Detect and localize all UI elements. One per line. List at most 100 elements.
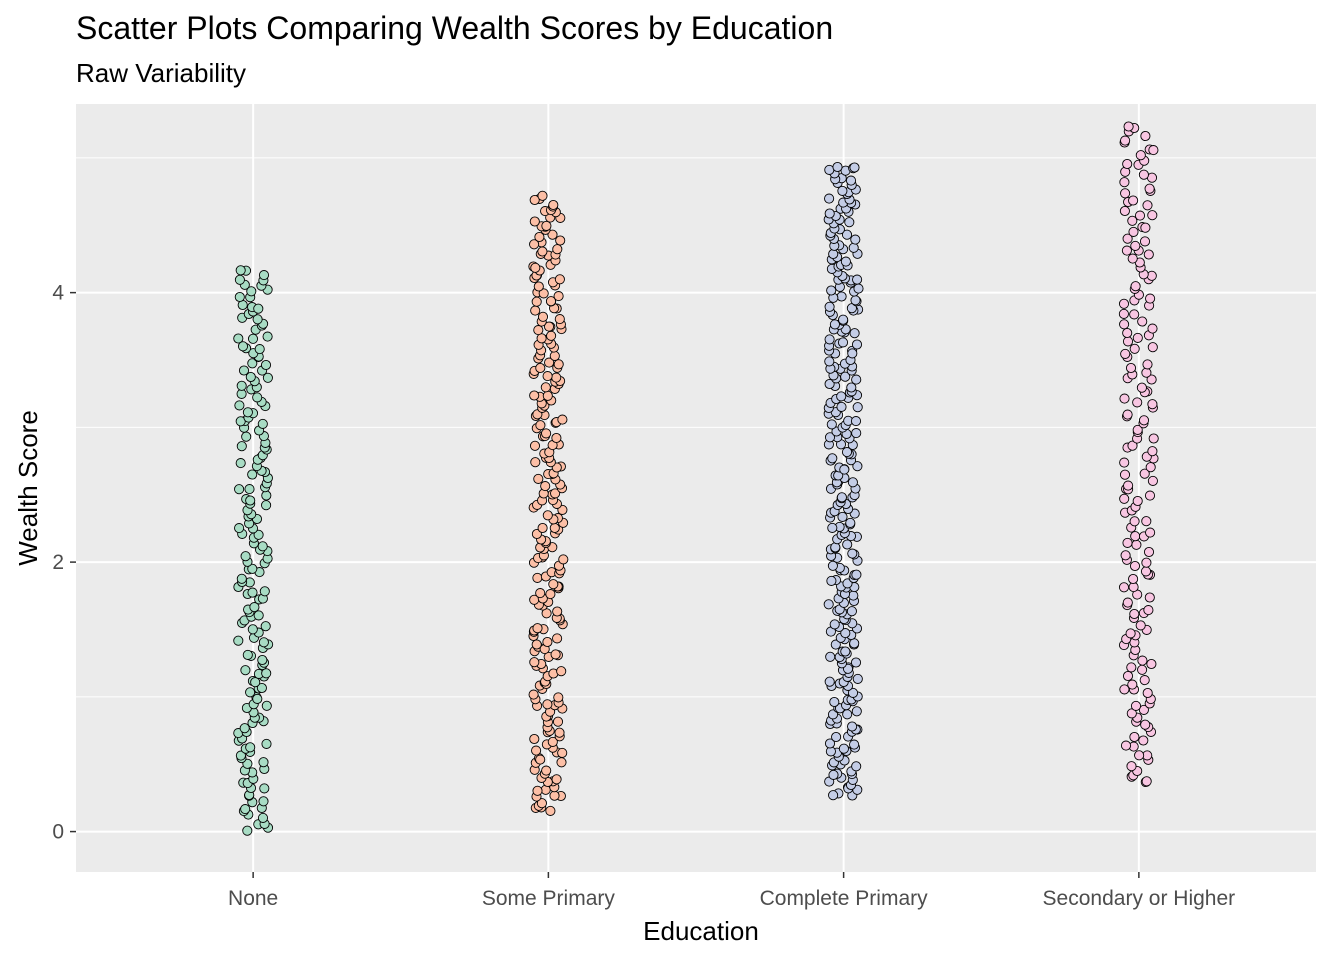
scatter-point (1119, 469, 1131, 480)
scatter-point (824, 378, 835, 390)
scatter-point (235, 458, 246, 469)
scatter-point (545, 296, 557, 307)
scatter-point (836, 391, 847, 402)
scatter-point (1120, 348, 1131, 359)
scatter-point (261, 700, 272, 711)
scatter-point (1119, 393, 1130, 404)
chart-title: Scatter Plots Comparing Wealth Scores by… (76, 10, 834, 46)
scatter-point (1129, 309, 1140, 320)
x-axis-title: Education (643, 916, 759, 946)
scatter-point (258, 757, 269, 768)
scatter-point (553, 692, 564, 703)
scatter-point (531, 296, 542, 307)
axes: 0 2 4 None Some Primary Complete Primary Secon… (52, 282, 1235, 910)
scatter-point (549, 350, 560, 361)
scatter-point (840, 256, 851, 267)
scatter-point (1146, 270, 1157, 281)
scatter-point (260, 621, 271, 632)
scatter-point (824, 356, 835, 367)
scatter-point (1129, 560, 1141, 572)
scatter-point (840, 628, 851, 639)
scatter-point (540, 481, 551, 492)
scatter-point (845, 517, 856, 528)
scatter-point (830, 542, 841, 553)
scatter-point (847, 721, 858, 732)
scatter-point (235, 750, 246, 761)
scatter-point (1139, 236, 1151, 247)
scatter-point (259, 783, 270, 794)
scatter-point (237, 341, 249, 352)
plot-panel (76, 104, 1316, 872)
y-tick-label: 2 (52, 551, 64, 574)
scatter-point (535, 362, 546, 374)
scatter-point (1147, 323, 1158, 334)
scatter-point (1119, 205, 1130, 217)
scatter-point (542, 636, 553, 648)
scatter-point (552, 244, 563, 255)
scatter-point (262, 331, 273, 342)
scatter-point (1127, 253, 1138, 264)
scatter-point (838, 743, 849, 754)
scatter-point (261, 500, 272, 511)
scatter-point (1122, 336, 1134, 347)
scatter-point (1122, 327, 1133, 339)
scatter-point (847, 477, 858, 488)
scatter-point (254, 344, 265, 355)
scatter-point (253, 303, 264, 314)
scatter-point (529, 657, 540, 668)
scatter-point (247, 563, 258, 574)
scatter-point (242, 649, 253, 660)
scatter-point (1123, 480, 1134, 491)
scatter-point (529, 390, 540, 401)
scatter-point (846, 606, 857, 617)
scatter-point (847, 548, 858, 559)
scatter-point (249, 602, 260, 613)
scatter-point (542, 699, 553, 710)
scatter-point (1137, 655, 1148, 666)
scatter-point (837, 511, 848, 522)
scatter-point (258, 270, 270, 281)
scatter-point (1122, 409, 1133, 420)
scatter-point (529, 216, 540, 227)
scatter-point (824, 676, 835, 687)
scatter-point (550, 488, 561, 499)
scatter-point (1142, 687, 1153, 699)
scatter-point (1130, 531, 1141, 542)
scatter-point (838, 314, 849, 325)
scatter-point (1140, 719, 1151, 730)
scatter-point (1131, 539, 1142, 550)
scatter-point (1132, 495, 1143, 507)
scatter-point (851, 761, 862, 772)
scatter-point (257, 418, 268, 429)
scatter-point (1143, 605, 1154, 616)
scatter-point (849, 638, 860, 649)
scatter-point (1136, 382, 1147, 393)
scatter-point (1139, 468, 1150, 479)
scatter-point (1127, 679, 1138, 690)
scatter-point (542, 371, 553, 382)
scatter-point (553, 359, 564, 370)
scatter-point (554, 274, 565, 285)
scatter-point (529, 733, 540, 745)
scatter-point (825, 651, 836, 662)
scatter-point (1140, 130, 1151, 142)
scatter-point (1141, 367, 1152, 378)
scatter-point (1120, 135, 1131, 146)
scatter-point (240, 665, 251, 676)
scatter-point (1135, 150, 1146, 161)
scatter-point (1148, 145, 1159, 156)
scatter-point (236, 441, 247, 452)
scatter-point (824, 432, 836, 443)
scatter-point (245, 495, 256, 506)
scatter-point (1135, 620, 1146, 631)
scatter-point (1130, 700, 1142, 711)
scatter-point (556, 666, 567, 677)
scatter-point (828, 769, 839, 780)
scatter-point (842, 539, 853, 550)
scatter-point (234, 274, 245, 285)
scatter-point (1120, 740, 1132, 751)
scatter-point (1127, 215, 1138, 226)
scatter-point (537, 246, 548, 257)
scatter-point (1144, 592, 1155, 603)
